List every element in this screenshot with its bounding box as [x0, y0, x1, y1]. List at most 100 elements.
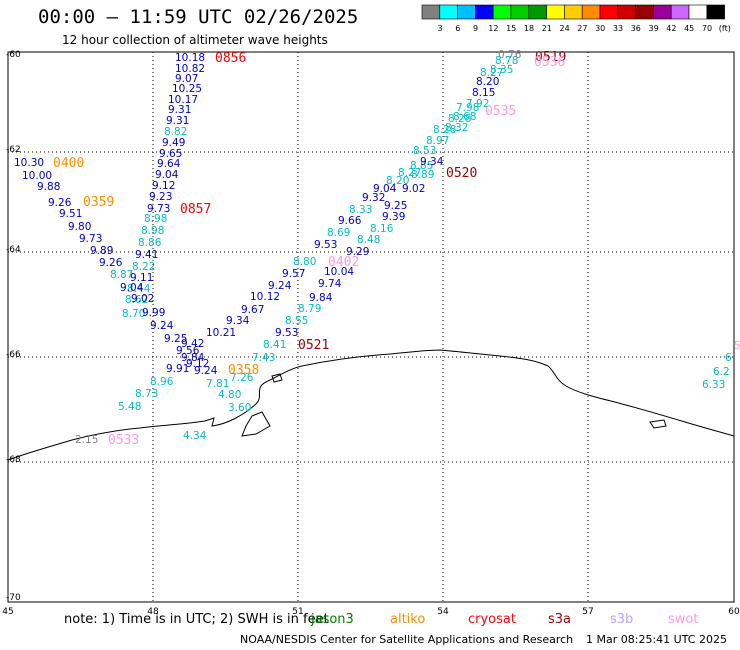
time-label: 0359	[83, 195, 114, 210]
time-labels: 0856 0857 0400 0359 0358 0519 0520 0521 0536 0535…	[53, 50, 566, 448]
swh-value: 10.82	[175, 63, 205, 75]
swh-value: 8.82	[164, 126, 187, 138]
swh-value: 9.02	[402, 183, 425, 195]
swh-value: 9.89	[90, 245, 113, 257]
swh-value: 9.73	[147, 203, 170, 215]
swh-value: 9.66	[338, 215, 362, 227]
map-title: 00:00 – 11:59 UTC 02/26/2025	[38, 6, 359, 28]
swh-value: 9.02	[131, 293, 154, 305]
swh-value: 9.84	[309, 292, 333, 304]
swh-value: 9.34	[420, 156, 444, 168]
swh-value: 8.96	[150, 376, 174, 388]
legend-swatch	[421, 4, 441, 20]
legend-label: 36	[631, 24, 641, 33]
swh-value: 8.16	[370, 223, 394, 235]
swh-value: 9.64	[157, 158, 181, 170]
swh-value: 9.11	[130, 272, 153, 284]
lat-label: -62	[6, 145, 21, 155]
satellite-s3b: s3b	[610, 612, 634, 627]
swh-value: 10.30	[14, 157, 44, 169]
legend-label: 21	[542, 24, 552, 33]
swh-value: 7.81	[206, 378, 229, 390]
swh-value: 6.33	[702, 379, 725, 391]
lon-label: 54	[437, 607, 449, 617]
satellite-cryosat: cryosat	[468, 612, 516, 627]
credit-text: NOAA/NESDIS Center for Satellite Applica…	[240, 633, 574, 646]
time-label: 0535	[485, 104, 516, 119]
lat-label: -70	[6, 593, 21, 603]
swh-value: 8.48	[357, 234, 380, 246]
swh-value: 9.84	[181, 352, 205, 364]
legend-labels: 3 6 9 12 15 18 21 24 27 30 33 36 39 42 45 70 (ft)	[437, 24, 730, 33]
legend-swatch	[635, 4, 654, 20]
time-label: 0857	[180, 202, 211, 217]
swh-value: 9.80	[68, 221, 91, 233]
axis-labels: 45 48 51 54 57 60 -60 -62 -64 -66 -68 -70	[2, 50, 740, 617]
coastline	[7, 349, 735, 461]
swh-value: 8.20	[476, 76, 499, 88]
lat-label: -66	[6, 350, 21, 360]
swh-value: 9.49	[162, 137, 185, 149]
swh-value: 9.26	[99, 257, 123, 269]
swh-value: 10.00	[22, 170, 52, 182]
swh-value: 9.73	[79, 233, 102, 245]
time-label: 0519	[535, 50, 566, 65]
swh-value: 9.04	[373, 183, 397, 195]
swh-value: 8.27	[480, 67, 503, 79]
swh-values: 10.1810.829.0710.2510.179.319.318.829.49…	[14, 49, 740, 446]
swh-value: 8.35	[490, 64, 513, 76]
lon-label: 45	[2, 607, 13, 617]
legend-swatch	[564, 4, 583, 20]
legend-swatch	[670, 4, 690, 20]
swh-value: 10.25	[172, 83, 202, 95]
legend-label: (ft)	[719, 24, 731, 33]
swh-value: 9.53	[275, 327, 298, 339]
lat-label: -64	[6, 245, 21, 255]
legend-swatch	[475, 4, 494, 20]
swh-value: 9.23	[149, 191, 172, 203]
swh-value: 9.24	[194, 365, 218, 377]
swh-value: 4.80	[218, 389, 241, 401]
swh-value: 8.80	[293, 256, 316, 268]
legend-swatch	[617, 4, 636, 20]
time-label: 0358	[228, 363, 259, 378]
swh-value: 8.78	[495, 55, 518, 67]
legend-bar	[421, 4, 725, 20]
swh-value: 8.85	[410, 160, 433, 172]
swh-value: 8.97	[426, 135, 449, 147]
swh-value: 8.89	[411, 169, 434, 181]
swh-value: 8.62	[125, 294, 148, 306]
legend-swatch	[546, 4, 565, 20]
legend-label: 15	[506, 24, 516, 33]
legend-swatch	[492, 4, 512, 20]
swh-value: 9.31	[166, 115, 189, 127]
legend-label: 27	[577, 24, 587, 33]
graticule	[8, 52, 734, 602]
lon-label: 60	[728, 607, 740, 617]
swh-value: 9.25	[164, 333, 187, 345]
map-subtitle: 12 hour collection of altimeter wave hei…	[62, 33, 328, 47]
time-label: 0856	[215, 51, 246, 66]
swh-value: 9.91	[166, 363, 189, 375]
swh-value: 8.55	[285, 315, 308, 327]
legend-swatch	[581, 4, 601, 20]
map-frame	[7, 51, 735, 603]
legend-label: 39	[649, 24, 659, 33]
swh-value: 8.53	[413, 145, 436, 157]
swh-value: 9.29	[346, 246, 369, 258]
legend-label: 3	[437, 24, 442, 33]
satellite-altiko: altiko	[390, 612, 426, 627]
legend-label: 45	[684, 24, 694, 33]
swh-value: 9.99	[142, 307, 165, 319]
legend-label: 18	[524, 24, 534, 33]
swh-value: 8.27	[398, 167, 421, 179]
legend-swatch	[510, 4, 530, 20]
swh-value: 4.34	[183, 430, 207, 442]
swh-value: 9.26	[48, 197, 72, 209]
legend-label: 24	[560, 24, 570, 33]
legend-label: 6	[455, 24, 460, 33]
swh-value: 9.25	[384, 200, 407, 212]
swh-value: 9.53	[314, 239, 337, 251]
legend-label: 12	[488, 24, 498, 33]
legend-swatch	[653, 4, 672, 20]
